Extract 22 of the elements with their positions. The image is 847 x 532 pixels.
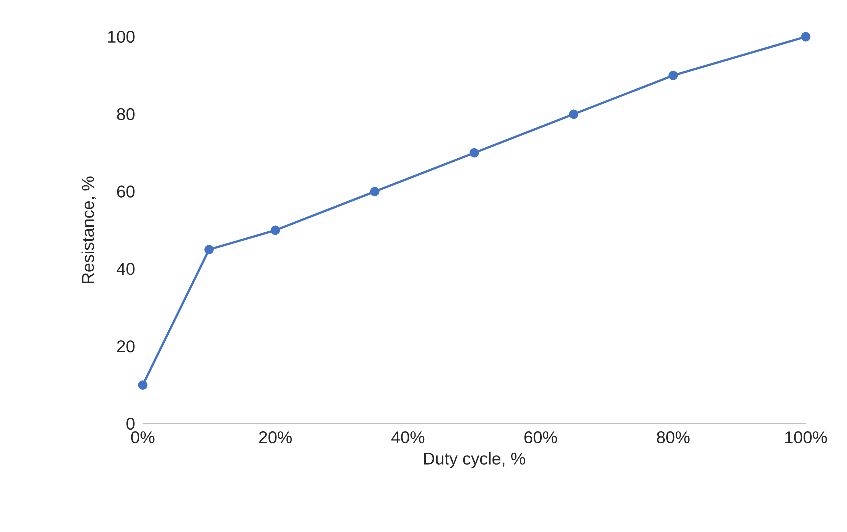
y-tick-label: 100 bbox=[108, 30, 135, 44]
x-axis-title: Duty cycle, % bbox=[424, 452, 526, 468]
point bbox=[270, 226, 280, 236]
y-tick-label: 60 bbox=[117, 186, 135, 198]
y-axis-title: Resistance, % bbox=[82, 176, 96, 284]
y-tick-label: 0 bbox=[126, 418, 135, 430]
point bbox=[470, 148, 480, 158]
y-tick-label: 20 bbox=[117, 340, 135, 353]
point bbox=[138, 380, 148, 390]
y-tick-label: 80 bbox=[117, 108, 135, 120]
point bbox=[569, 110, 579, 120]
x-tick-label: 100% bbox=[786, 432, 828, 444]
point bbox=[204, 245, 214, 255]
point bbox=[801, 32, 811, 42]
x-tick-label: 20% bbox=[259, 432, 292, 444]
x-tick-label: 0% bbox=[131, 432, 155, 444]
x-tick-label: 40% bbox=[392, 432, 425, 444]
point bbox=[668, 70, 678, 80]
x-tick-label: 80% bbox=[657, 432, 690, 444]
point bbox=[370, 187, 380, 196]
x-tick-label: 60% bbox=[524, 432, 558, 444]
y-tick-label: 40 bbox=[116, 263, 135, 276]
